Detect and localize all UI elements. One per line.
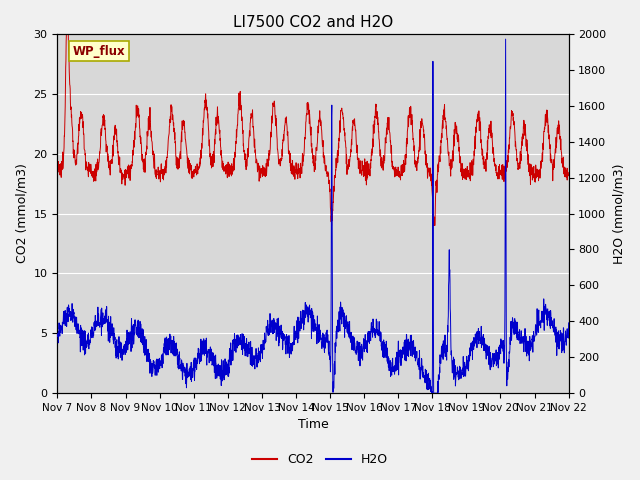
Y-axis label: H2O (mmol/m3): H2O (mmol/m3)	[612, 163, 625, 264]
Legend: CO2, H2O: CO2, H2O	[247, 448, 393, 471]
Title: LI7500 CO2 and H2O: LI7500 CO2 and H2O	[233, 15, 393, 30]
Text: WP_flux: WP_flux	[73, 45, 125, 58]
Y-axis label: CO2 (mmol/m3): CO2 (mmol/m3)	[15, 164, 28, 264]
X-axis label: Time: Time	[298, 419, 328, 432]
